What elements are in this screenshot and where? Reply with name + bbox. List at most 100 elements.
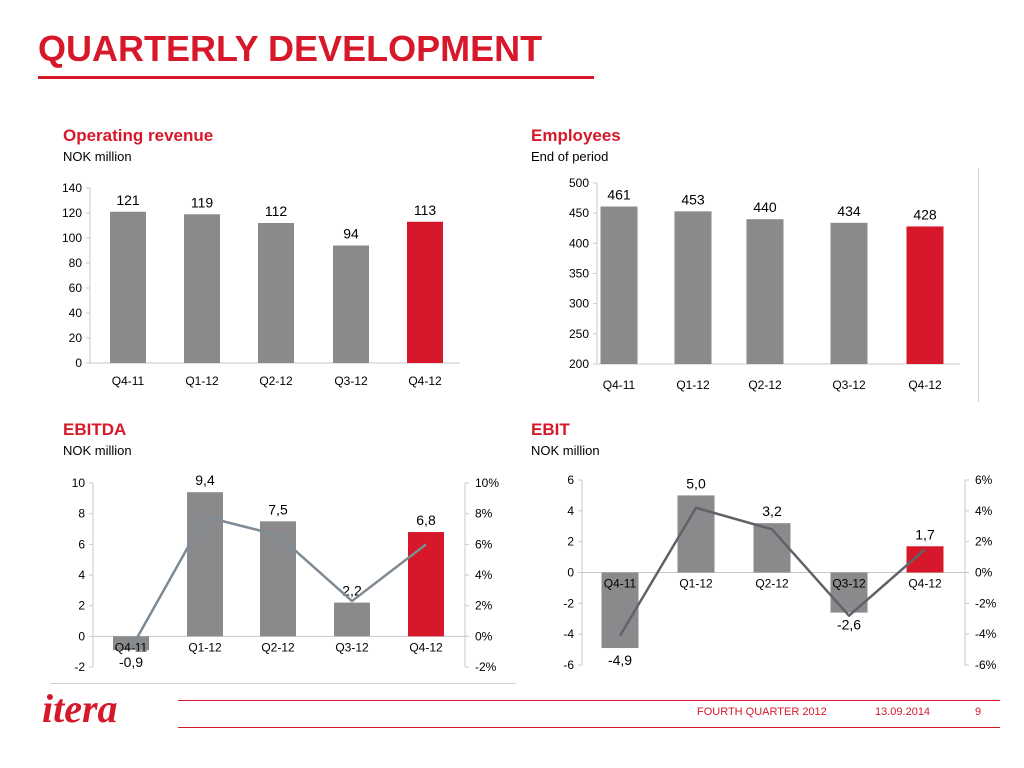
ebit-y-tick-label: 4 bbox=[567, 504, 574, 518]
ebitda-category-label: Q4-12 bbox=[409, 640, 443, 654]
ebitda-margin-line bbox=[129, 515, 427, 650]
ebitda-bar bbox=[408, 532, 444, 637]
employees-y-tick-label: 400 bbox=[569, 236, 589, 250]
ebit-y2-tick-label: -2% bbox=[975, 596, 997, 610]
ebit-value-label: 5,0 bbox=[686, 475, 706, 491]
ebitda-y2-tick-label: 0% bbox=[475, 629, 493, 643]
ebit-value-label: 3,2 bbox=[762, 503, 782, 519]
employees-chart-title: Employees bbox=[531, 126, 621, 145]
ebit-y-tick-label: -4 bbox=[563, 627, 574, 641]
ebitda-chart-subtitle: NOK million bbox=[63, 443, 132, 458]
revenue-y-tick-label: 20 bbox=[69, 331, 83, 345]
ebitda-y2-tick-label: 6% bbox=[475, 537, 493, 551]
ebit-category-label: Q2-12 bbox=[755, 577, 789, 591]
revenue-value-label: 121 bbox=[116, 192, 140, 208]
revenue-bar bbox=[258, 223, 294, 363]
ebit-y2-tick-label: 4% bbox=[975, 504, 993, 518]
page-title: QUARTERLY DEVELOPMENT bbox=[38, 28, 543, 69]
ebitda-value-label: 7,5 bbox=[268, 501, 288, 517]
ebit-y-tick-label: 6 bbox=[567, 473, 574, 487]
revenue-chart-subtitle: NOK million bbox=[63, 149, 132, 164]
employees-value-label: 440 bbox=[753, 199, 777, 215]
ebitda-chart-title: EBITDA bbox=[63, 420, 127, 439]
ebitda-y-tick-label: 8 bbox=[78, 507, 85, 521]
ebit-category-label: Q4-12 bbox=[908, 577, 942, 591]
ebit-chart-subtitle: NOK million bbox=[531, 443, 600, 458]
revenue-value-label: 112 bbox=[265, 203, 288, 219]
footer-page-number: 9 bbox=[975, 706, 982, 718]
revenue-y-tick-label: 120 bbox=[62, 206, 82, 220]
employees-bar bbox=[746, 219, 784, 364]
ebitda-y-tick-label: 0 bbox=[78, 629, 85, 643]
employees-y-tick-label: 500 bbox=[569, 176, 589, 190]
footer-report: FOURTH QUARTER 2012 bbox=[697, 706, 827, 718]
employees-category-label: Q3-12 bbox=[832, 378, 866, 392]
revenue-category-label: Q4-12 bbox=[408, 374, 442, 388]
revenue-y-tick-label: 140 bbox=[62, 181, 82, 195]
ebitda-y2-tick-label: 8% bbox=[475, 507, 493, 521]
divider-horizontal bbox=[50, 683, 516, 684]
ebitda-y-tick-label: 10 bbox=[72, 476, 86, 490]
ebitda-value-label: 6,8 bbox=[416, 512, 436, 528]
itera-logo: itera bbox=[40, 686, 150, 737]
ebit-bar bbox=[753, 523, 791, 573]
revenue-bar bbox=[407, 221, 443, 363]
ebit-category-label: Q1-12 bbox=[679, 577, 713, 591]
employees-category-label: Q1-12 bbox=[676, 378, 710, 392]
ebitda-value-label: 2,2 bbox=[342, 583, 362, 599]
ebitda-bar bbox=[260, 521, 296, 637]
ebitda-category-label: Q1-12 bbox=[188, 640, 222, 654]
revenue-category-label: Q4-11 bbox=[112, 374, 145, 388]
revenue-y-tick-label: 60 bbox=[69, 281, 83, 295]
revenue-bar bbox=[333, 245, 369, 363]
employees-value-label: 434 bbox=[837, 203, 861, 219]
ebitda-y2-tick-label: -2% bbox=[475, 660, 497, 674]
ebit-y2-tick-label: -6% bbox=[975, 658, 997, 672]
employees-chart-subtitle: End of period bbox=[531, 149, 609, 164]
employees-bar bbox=[906, 226, 944, 364]
employees-category-label: Q4-12 bbox=[908, 378, 942, 392]
employees-y-tick-label: 350 bbox=[569, 267, 589, 281]
footer-line-bottom bbox=[178, 727, 1000, 728]
employees-value-label: 453 bbox=[681, 191, 705, 207]
ebitda-y-tick-label: 4 bbox=[78, 568, 85, 582]
employees-y-tick-label: 450 bbox=[569, 206, 589, 220]
employees-y-tick-label: 300 bbox=[569, 297, 589, 311]
ebitda-y-tick-label: 2 bbox=[78, 599, 85, 613]
ebit-y2-tick-label: 0% bbox=[975, 566, 993, 580]
revenue-y-tick-label: 100 bbox=[62, 231, 82, 245]
ebit-category-label: Q4-11 bbox=[604, 577, 637, 591]
revenue-value-label: 119 bbox=[191, 194, 214, 210]
revenue-category-label: Q2-12 bbox=[259, 374, 293, 388]
ebit-y-tick-label: 2 bbox=[567, 535, 574, 549]
revenue-bar bbox=[110, 211, 146, 363]
ebitda-bar bbox=[113, 636, 149, 651]
revenue-category-label: Q3-12 bbox=[334, 374, 368, 388]
employees-y-tick-label: 250 bbox=[569, 327, 589, 341]
ebitda-y2-tick-label: 2% bbox=[475, 599, 493, 613]
footer-date: 13.09.2014 bbox=[875, 706, 931, 718]
ebitda-y2-tick-label: 10% bbox=[475, 476, 499, 490]
ebit-y-tick-label: -6 bbox=[563, 658, 574, 672]
employees-value-label: 428 bbox=[913, 206, 937, 222]
ebitda-y2-tick-label: 4% bbox=[475, 568, 493, 582]
revenue-chart-title: Operating revenue bbox=[63, 126, 214, 145]
ebitda-value-label: -0,9 bbox=[119, 654, 143, 670]
revenue-category-label: Q1-12 bbox=[185, 374, 219, 388]
revenue-y-tick-label: 80 bbox=[69, 256, 83, 270]
revenue-value-label: 94 bbox=[343, 226, 359, 242]
ebit-value-label: 1,7 bbox=[915, 526, 935, 542]
employees-bar bbox=[674, 211, 712, 364]
ebitda-bar bbox=[334, 602, 370, 637]
revenue-y-tick-label: 0 bbox=[75, 356, 82, 370]
employees-value-label: 461 bbox=[607, 187, 631, 203]
ebitda-y-tick-label: -2 bbox=[74, 660, 85, 674]
employees-category-label: Q4-11 bbox=[603, 378, 636, 392]
ebitda-category-label: Q2-12 bbox=[261, 640, 295, 654]
ebitda-value-label: 9,4 bbox=[195, 472, 215, 488]
svg-text:itera: itera bbox=[42, 688, 118, 731]
revenue-y-tick-label: 40 bbox=[69, 306, 83, 320]
ebit-value-label: -2,6 bbox=[837, 617, 861, 633]
ebitda-y-tick-label: 6 bbox=[78, 537, 85, 551]
